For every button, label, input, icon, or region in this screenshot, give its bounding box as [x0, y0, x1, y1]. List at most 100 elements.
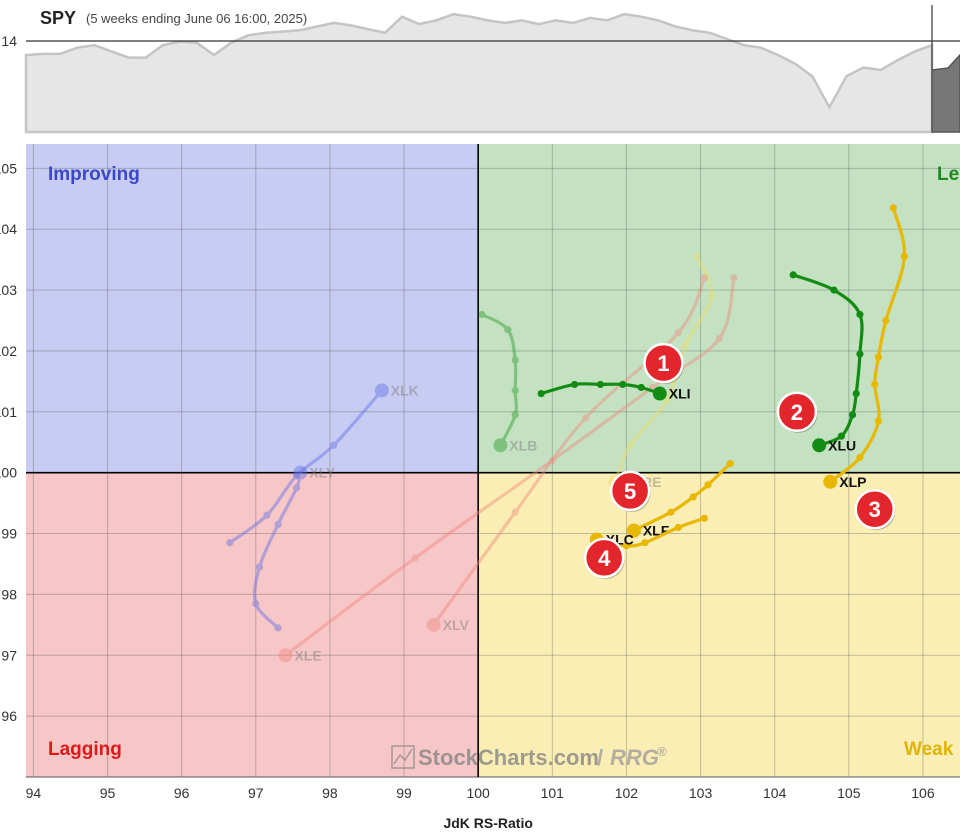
tail-head-xlu — [812, 438, 827, 453]
tail-head-xlb — [493, 438, 508, 453]
watermark-brand: StockCharts.com — [418, 745, 599, 770]
tail-point-xlv — [511, 508, 519, 516]
tail-point-xlk — [263, 511, 271, 519]
tail-point-xli — [637, 383, 645, 392]
tail-label-xlv: XLV — [443, 617, 470, 633]
tail-point-xli — [596, 380, 605, 389]
tail-point-xlb — [504, 326, 512, 334]
x-tick-label: 100 — [466, 785, 490, 801]
y-tick-label: 101 — [0, 404, 17, 420]
x-tick-label: 104 — [763, 785, 787, 801]
tail-point-xlb — [511, 356, 519, 364]
tail-point-xlre — [693, 253, 701, 261]
tail-point-xli — [619, 380, 627, 389]
benchmark-price-area — [24, 12, 934, 134]
tail-point-xle — [730, 274, 738, 282]
latest-price-candle — [931, 53, 960, 133]
tail-point-xlp — [900, 253, 909, 261]
x-tick-label: 103 — [689, 785, 713, 801]
tail-point-xlp — [874, 353, 883, 361]
tail-point-xlc — [700, 514, 708, 522]
y-tick-label: 99 — [1, 526, 17, 542]
quadrant-improving-bg — [26, 144, 479, 473]
tail-point-xle — [548, 456, 556, 465]
y-tick-label: 100 — [0, 465, 17, 481]
tail-xlk: XLK — [226, 383, 419, 547]
tail-point-xlre — [708, 292, 716, 300]
x-tick-label: 96 — [174, 785, 190, 801]
annotation-badge-circle — [609, 470, 651, 512]
watermark-logo-icon — [391, 745, 415, 769]
tail-label-xly: XLY — [309, 465, 336, 481]
annotation-badge-1: 1 — [643, 342, 684, 385]
watermark-separator: / — [597, 745, 603, 770]
y-tick-label: 102 — [0, 343, 17, 359]
tail-xlv: XLV — [426, 274, 708, 633]
watermark-product: RRG — [610, 745, 659, 770]
y-tick-label: 96 — [1, 708, 17, 724]
x-axis-ticks: 94 95 96 97 98 99 100 101 102 103 104 105 106 — [26, 785, 935, 801]
tail-xle: XLE — [278, 274, 738, 663]
tail-point-xly — [274, 520, 282, 529]
tail-point-xlu — [856, 310, 864, 319]
y-axis-ticks: 96 97 98 99 100 101 102 103 104 105 — [0, 160, 17, 724]
tail-point-xlk — [226, 539, 234, 547]
y-tick-label: 97 — [1, 647, 17, 663]
annotation-badges: 1 2 3 4 5 — [583, 342, 896, 579]
tail-point-xlre — [663, 396, 671, 404]
tail-point-xlu — [848, 411, 857, 419]
quadrant-lagging-bg — [26, 472, 479, 777]
tail-label-xlp: XLP — [839, 474, 866, 490]
annotation-badge-circle — [643, 342, 684, 384]
annotation-badge-3: 3 — [854, 488, 896, 531]
stockcharts-watermark: StockCharts.com / RRG ® — [391, 744, 667, 770]
tail-point-xlp — [889, 204, 897, 212]
x-tick-label: 98 — [322, 785, 338, 801]
x-tick-label: 94 — [26, 785, 42, 801]
tail-point-xlv — [700, 274, 708, 282]
x-axis-title: JdK RS-Ratio — [443, 815, 532, 831]
tail-point-xly — [255, 563, 264, 571]
tail-point-xlc — [674, 523, 682, 532]
tail-point-xlu — [837, 432, 845, 440]
tail-point-xlp — [882, 316, 890, 325]
annotation-badge-circle — [776, 391, 818, 433]
annotation-badge-number: 3 — [869, 497, 881, 522]
tail-point-xlu — [830, 286, 838, 294]
x-tick-label: 101 — [541, 785, 565, 801]
rrg-plot-area: Improving Le Weak Lagging StockCharts.co… — [26, 144, 960, 778]
tail-point-xlv — [674, 329, 682, 337]
y-tick-label: 103 — [0, 282, 17, 298]
tail-point-xlb — [511, 411, 519, 419]
tail-point-xlp — [856, 453, 864, 462]
tail-line-xlk — [228, 388, 384, 545]
tail-point-xly — [252, 599, 260, 608]
x-tick-label: 106 — [911, 785, 935, 801]
tail-line-xlp — [828, 206, 907, 484]
annotation-badge-number: 4 — [598, 546, 611, 571]
quadrant-label-leading: Le — [937, 164, 959, 185]
quadrant-label-lagging: Lagging — [48, 739, 122, 760]
tail-head-xle — [278, 648, 293, 663]
benchmark-price-panel: SPY (5 weeks ending June 06 16:00, 2025)… — [1, 5, 960, 134]
tail-xly: XLY — [252, 465, 336, 632]
benchmark-symbol: SPY — [40, 8, 76, 28]
tail-point-xlre — [626, 441, 634, 449]
tail-point-xlb — [478, 310, 486, 319]
tail-point-xli — [537, 389, 545, 398]
tail-point-xlp — [871, 380, 879, 389]
tail-xlb: XLB — [478, 310, 537, 453]
annotation-badge-number: 1 — [657, 351, 669, 376]
tail-point-xlf — [704, 481, 712, 489]
tail-line-xle — [283, 276, 736, 657]
x-tick-label: 97 — [248, 785, 264, 801]
tail-xlp: XLP — [823, 204, 909, 490]
x-tick-label: 95 — [100, 785, 116, 801]
tail-point-xlu — [789, 271, 797, 279]
annotation-badge-number: 5 — [624, 479, 636, 504]
tail-point-xlb — [511, 386, 519, 395]
y-tick-label: 104 — [0, 221, 17, 237]
tail-point-xlu — [856, 350, 864, 358]
tail-head-xlp — [823, 474, 838, 489]
